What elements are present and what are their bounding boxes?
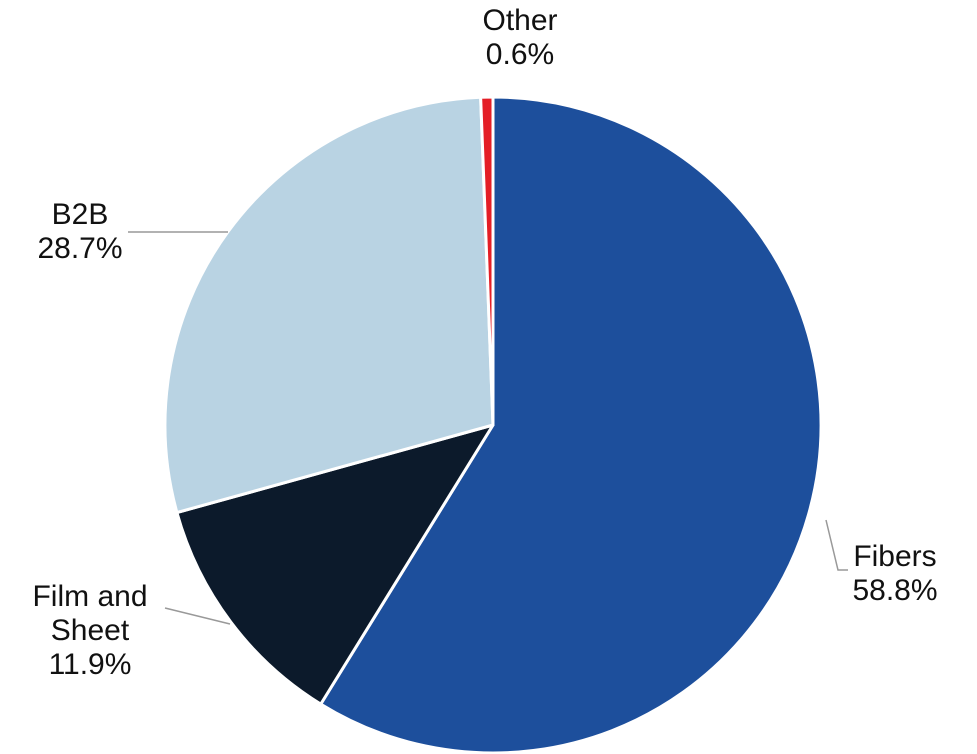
pie-slice [163, 95, 495, 515]
category-label: B2B [51, 198, 109, 231]
pie-slice [319, 95, 823, 754]
category-label: Film and Sheet [32, 580, 148, 647]
slice-label: Film and Sheet 11.9% [10, 580, 170, 682]
slice-label: Other 0.6% [460, 4, 580, 72]
value-label: 58.8% [852, 574, 938, 607]
category-label: Other [482, 4, 558, 37]
category-label: Fibers [853, 540, 937, 573]
leader-line [825, 519, 848, 571]
slice-label: Fibers 58.8% [840, 540, 950, 608]
pie-slice [479, 95, 495, 427]
value-label: 0.6% [485, 38, 555, 71]
pie-slice [175, 423, 495, 706]
value-label: 28.7% [37, 232, 123, 265]
leader-line [164, 607, 231, 625]
slice-label: B2B 28.7% [20, 198, 140, 266]
value-label: 11.9% [48, 648, 132, 681]
